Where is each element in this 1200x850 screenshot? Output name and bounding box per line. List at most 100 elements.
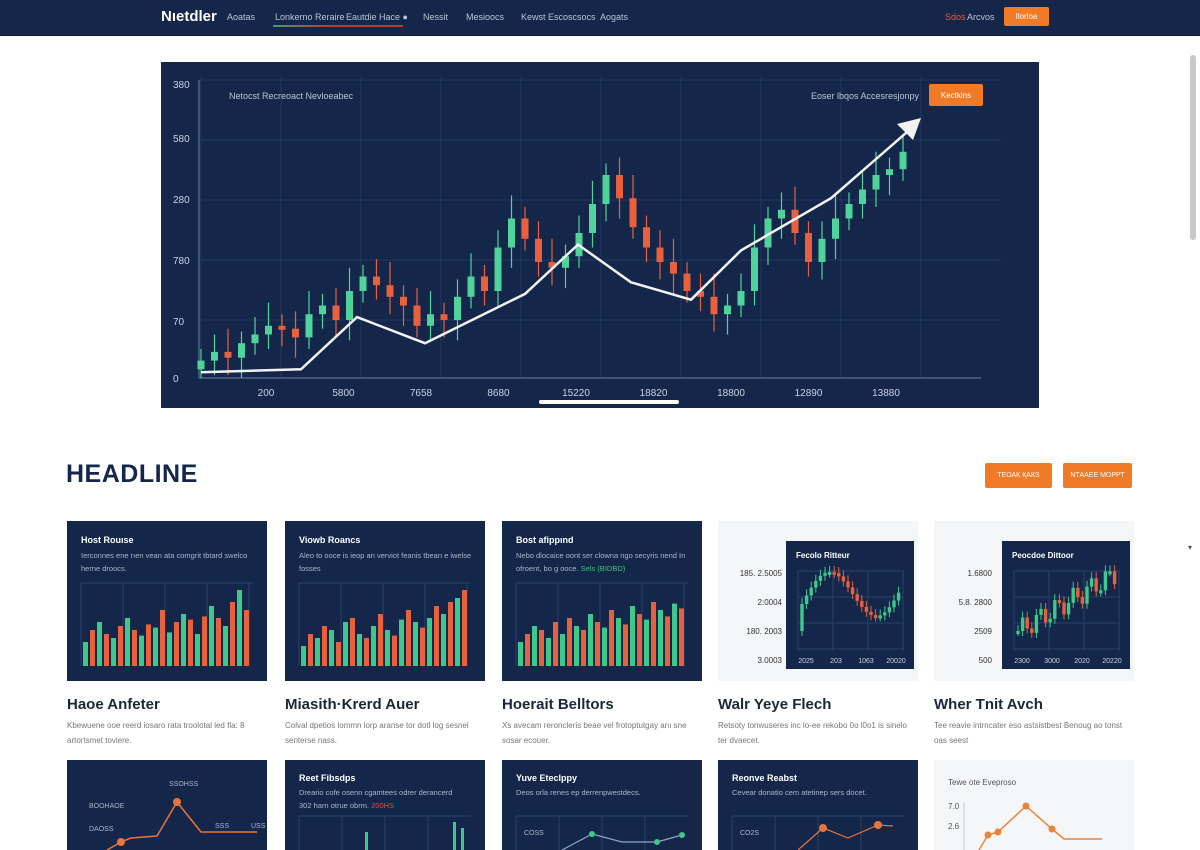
candle-down [278, 325, 286, 330]
candle-up [238, 343, 245, 358]
nav-item-active[interactable]: Eautdie Hace ● [346, 12, 408, 22]
chart-label: COSS [524, 830, 544, 837]
card[interactable]: Tewe ote Eveproso 7.0 2.6 [934, 760, 1134, 850]
candle-down [873, 615, 878, 619]
card-description-text: 302 harn otrue obrm. [299, 801, 370, 810]
bar [111, 638, 116, 666]
card[interactable]: Viowb Roancs Aleo to ooce is ieop an verv… [285, 521, 485, 681]
candle-down [548, 262, 556, 268]
bar [461, 828, 464, 850]
chart-label: SSS [215, 823, 230, 830]
headline: HEADLINE [66, 460, 198, 488]
section-button-1[interactable]: ТЕОАК ҚАКS [985, 463, 1052, 488]
trend-line [200, 127, 912, 374]
candle-up [832, 218, 839, 239]
candle-up [823, 572, 827, 576]
trend-arrow-icon [897, 118, 921, 140]
x-tick-label: 2020 [1074, 658, 1090, 665]
bar [588, 614, 593, 666]
card-description: Cevear donatio cem atetinep sers docet. [732, 786, 907, 799]
candle-up [467, 276, 475, 297]
card-description-highlight: Sels (BIDBD) [580, 564, 626, 573]
candle-up [265, 325, 272, 335]
card[interactable]: Yuve Eteclppy Deos orla renes ep derrenpw… [502, 760, 702, 850]
card-description: Nebo dlocaice oont ser clowna ngo secyri… [516, 549, 691, 575]
card-heading[interactable]: Wher Tnit Avch [934, 696, 1043, 713]
nav-item[interactable]: Aoatas [227, 12, 256, 22]
candle-up [1066, 602, 1071, 615]
card-description: Ierconnes ene rıen vean ata comgrit tbta… [81, 549, 256, 575]
candle-down [855, 594, 859, 601]
candle-up [494, 247, 502, 291]
bar [195, 634, 200, 666]
nav-item[interactable]: Nessit [423, 12, 449, 22]
candle-up [1108, 571, 1112, 575]
nav-link[interactable]: Arcvos [967, 12, 995, 22]
nav-cta-button[interactable]: Ilorloa [1004, 7, 1049, 26]
candle-down [1062, 602, 1066, 615]
card-description-highlight: 200HS [371, 801, 395, 810]
card-heading[interactable]: Hoerait Belltors [502, 696, 614, 713]
bar [574, 626, 579, 666]
candle-up [602, 175, 610, 204]
candle-up [251, 334, 259, 344]
candle-up [800, 604, 804, 631]
card[interactable]: Fecolo Ritteur 2025 203 1063 20020 185. 2.500… [718, 521, 918, 681]
scroll-down-icon[interactable]: ▾ [1188, 543, 1193, 552]
card-heading[interactable]: Miasith·Krerd Auer [285, 696, 420, 713]
card[interactable]: Bost afippınd Nebo dlocaice oont ser clow… [502, 521, 702, 681]
card-text: Xs avecam reroncleris beae vel frotoptut… [502, 721, 687, 745]
section-button-2[interactable]: NТААЕЕ МОРРТ [1063, 463, 1132, 488]
candle-up [859, 189, 866, 204]
bar [539, 630, 544, 666]
nav-item[interactable]: Aogats [600, 12, 629, 22]
candle-up [1048, 618, 1052, 623]
card[interactable]: Peocdoe Dittoor 2300 3000 2020 20220 1.6800 5.… [934, 521, 1134, 681]
candle-up [211, 351, 218, 361]
candle-down [332, 305, 340, 320]
logo[interactable]: Nıetdler [161, 8, 217, 25]
candle-down [846, 581, 850, 588]
active-underline [273, 25, 403, 27]
candle-up [305, 314, 313, 338]
bar [602, 627, 607, 666]
candle-up [764, 218, 772, 248]
candle-up [845, 204, 853, 219]
bar [532, 626, 537, 666]
bar-chart [80, 582, 253, 666]
nav-link-red[interactable]: Sdos [945, 12, 966, 22]
card[interactable]: Reet Fibsdps Dreario cofe osenn cgamtees … [285, 760, 485, 850]
chart-label: SSOHSS [169, 781, 199, 788]
card-heading[interactable]: Haoe Anfeter [67, 696, 160, 713]
bar [104, 634, 109, 666]
card[interactable]: Host Rouıse Ierconnes ene rıen vean ata c… [67, 521, 267, 681]
x-tick-label: 5800 [332, 388, 355, 399]
candle-up [809, 587, 813, 596]
bar [132, 630, 137, 666]
series-line [978, 804, 1102, 850]
y-tick-label: 2:0004 [757, 598, 782, 607]
series-line [106, 800, 257, 850]
nav-item[interactable]: Lonkerno Reraire [275, 12, 345, 22]
scrollbar-thumb[interactable] [1190, 55, 1196, 240]
candle-down [850, 587, 855, 595]
bar [546, 638, 551, 666]
bar [518, 642, 523, 666]
bar [315, 638, 320, 666]
card[interactable]: Reonve Reabst Cevear donatio cem atetinep… [718, 760, 918, 850]
card-description-text: Ierconnes ene rıen vean ata comgrit tbta… [81, 551, 248, 573]
hero-button[interactable]: Kectkins [929, 84, 983, 106]
bar [181, 614, 186, 666]
candle-down [683, 273, 691, 291]
candle-up [751, 247, 758, 291]
card-description-text: Cevear donatio cem atetinep sers docet. [732, 788, 867, 797]
bar [202, 616, 207, 666]
y-tick-label: 280 [173, 195, 190, 206]
candle-up [454, 296, 461, 320]
data-point [173, 798, 181, 806]
card[interactable]: BOOHAOE DAOSS SSOHSS SSS USS [67, 760, 267, 850]
nav-item[interactable]: Kewst Escoscsocs [521, 12, 596, 22]
card-heading[interactable]: Walr Yeye Flech [718, 696, 832, 713]
hero-right-label: Eoser lbqos Accesresjonpy [811, 91, 920, 101]
nav-item[interactable]: Mesioocs [466, 12, 505, 22]
